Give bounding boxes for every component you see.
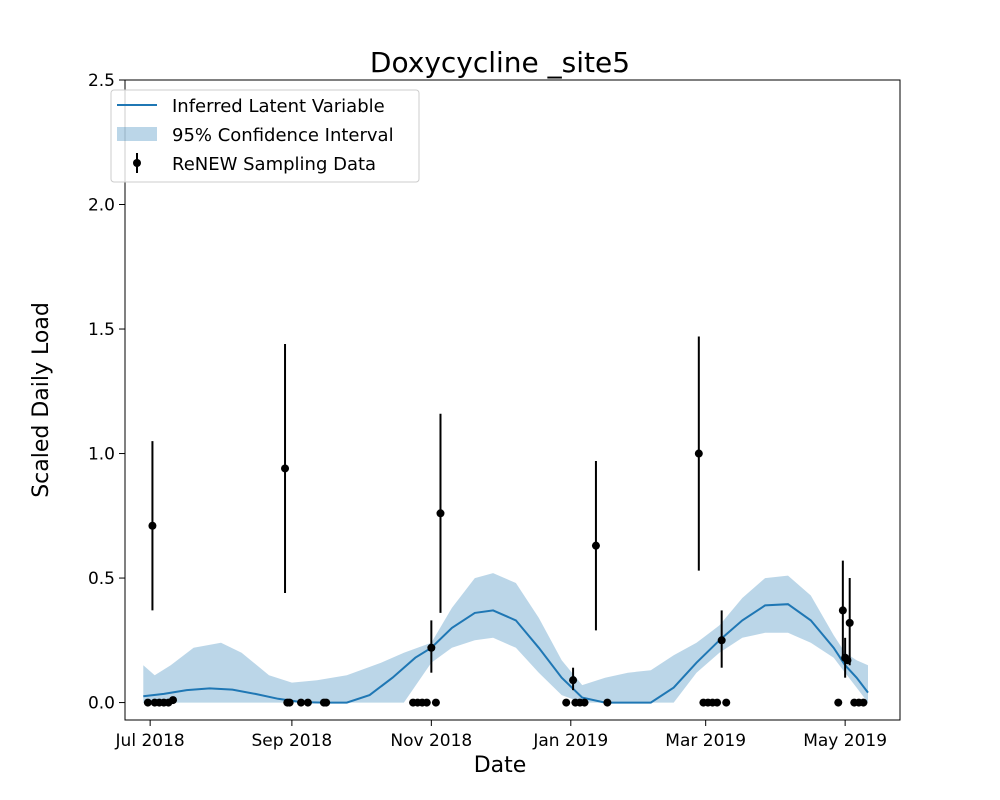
y-axis-label: Scaled Daily Load (29, 302, 54, 498)
chart-title: Doxycycline _site5 (370, 46, 630, 79)
data-point (834, 698, 843, 707)
data-point (838, 606, 847, 615)
data-point (431, 698, 440, 707)
data-point (694, 449, 703, 458)
y-tick-label: 0.5 (88, 569, 115, 589)
x-tick-label: Jan 2019 (532, 731, 608, 751)
data-point (713, 698, 722, 707)
data-point (603, 698, 612, 707)
data-point (148, 521, 157, 530)
x-tick-label: Jul 2018 (115, 731, 185, 751)
plot-frame (124, 79, 901, 721)
data-point (422, 698, 431, 707)
x-axis-label: Date (474, 753, 527, 778)
data-point (591, 541, 600, 550)
data-point (322, 698, 331, 707)
x-tick-label: Nov 2018 (390, 731, 472, 751)
plot-area (143, 336, 869, 707)
data-point (285, 698, 294, 707)
data-point (845, 618, 854, 627)
data-point (569, 676, 578, 685)
y-axis: 0.0 0.5 1.0 1.5 2.0 2.5 (88, 71, 125, 714)
confidence-band (143, 573, 869, 703)
legend-band-swatch (117, 127, 157, 141)
legend-label-latent: Inferred Latent Variable (172, 96, 385, 117)
data-point (427, 643, 436, 652)
y-tick-label: 2.5 (88, 71, 115, 91)
data-point (722, 698, 731, 707)
data-point (143, 698, 152, 707)
legend-label-data: ReNEW Sampling Data (172, 154, 376, 175)
y-tick-label: 1.0 (88, 445, 115, 465)
y-tick-label: 2.0 (88, 196, 115, 216)
data-point (169, 696, 178, 705)
data-point (562, 698, 571, 707)
data-point (297, 698, 306, 707)
y-tick-label: 0.0 (88, 694, 115, 714)
data-point (303, 698, 312, 707)
x-tick-label: May 2019 (803, 731, 887, 751)
data-point (436, 509, 445, 518)
legend-point-swatch (133, 159, 141, 167)
legend-box (110, 89, 420, 183)
x-axis: Jul 2018 Sep 2018 Nov 2018 Jan 2019 Mar 2019… (115, 720, 887, 751)
y-tick-label: 1.5 (88, 320, 115, 340)
data-point (580, 698, 589, 707)
x-tick-label: Mar 2019 (665, 731, 746, 751)
legend: Inferred Latent Variable 95% Confidence … (110, 89, 420, 183)
data-point (717, 636, 726, 645)
x-tick-label: Sep 2018 (252, 731, 333, 751)
data-point (859, 698, 868, 707)
legend-label-ci: 95% Confidence Interval (172, 125, 394, 146)
data-point (281, 464, 290, 473)
latent-variable-line (143, 603, 869, 704)
